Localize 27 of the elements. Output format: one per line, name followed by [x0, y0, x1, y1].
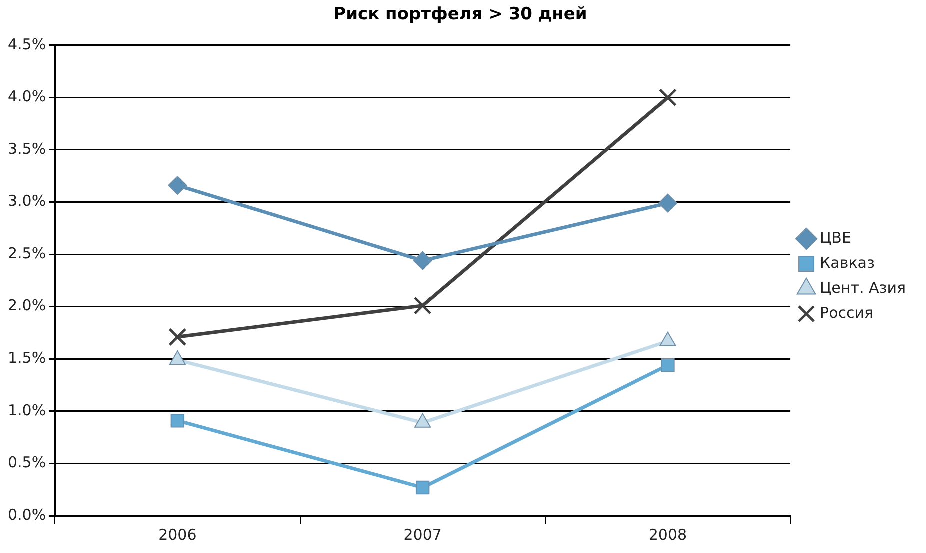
legend-label: Россия	[820, 304, 874, 322]
y-tick-label: 2.0%	[8, 296, 46, 315]
y-tick-label: 0.5%	[8, 454, 46, 472]
y-tick-label: 3.5%	[8, 140, 46, 158]
legend-label: Кавказ	[820, 254, 875, 272]
y-tick-label: 2.5%	[8, 244, 46, 262]
legend-label: Цент. Азия	[820, 278, 906, 297]
point	[658, 88, 677, 107]
y-tick-label: 3.0%	[8, 192, 46, 210]
y-tick-label: 0.0%	[8, 506, 46, 524]
point	[416, 480, 430, 495]
y-tick-label: 1.5%	[8, 349, 46, 368]
point	[168, 328, 187, 346]
chart-title: Риск портфеля > 30 дней	[334, 4, 588, 25]
point	[661, 358, 675, 372]
x-tick-label: 2008	[648, 526, 688, 544]
x-tick-label: 2006	[158, 526, 197, 544]
y-tick-label: 4.5%	[8, 35, 46, 54]
legend-label: ЦВЕ	[820, 228, 852, 247]
point	[658, 194, 678, 213]
x-tick-label: 2007	[404, 526, 442, 544]
y-tick-label: 1.0%	[8, 401, 46, 420]
point	[414, 296, 432, 315]
y-tick-label: 4.0%	[8, 88, 46, 106]
point	[168, 176, 188, 196]
point	[170, 414, 185, 428]
point	[413, 251, 432, 270]
